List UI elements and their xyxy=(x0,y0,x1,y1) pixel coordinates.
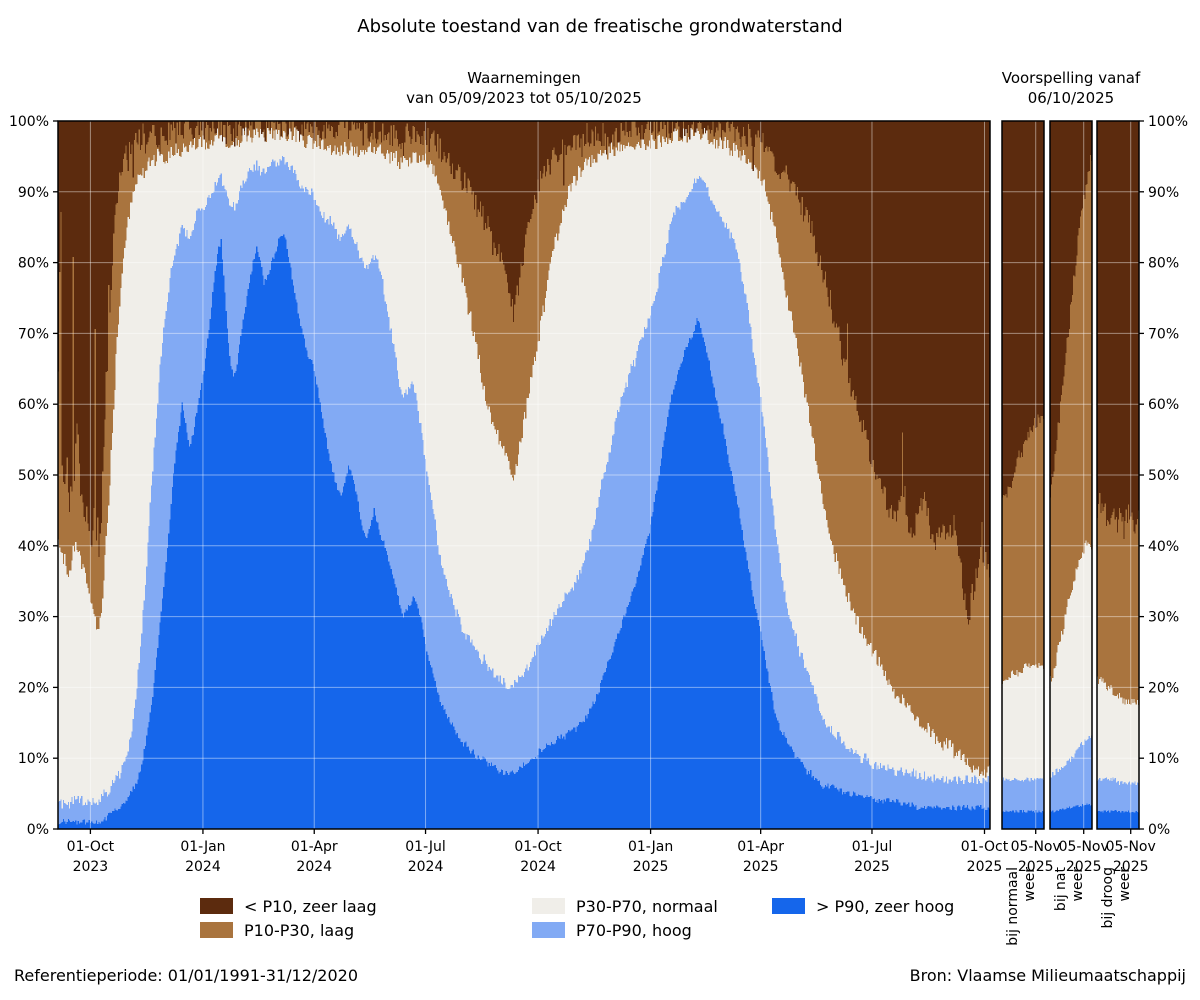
forecast-subtitle: Voorspelling vanaf 06/10/2025 xyxy=(1001,69,1141,107)
area-zeer-hoog xyxy=(1002,809,1044,829)
area-laag xyxy=(1097,492,1139,705)
x-tick-label-year: 2025 xyxy=(1066,859,1102,875)
legend-swatch-zeer-hoog xyxy=(772,898,805,914)
x-tick-label: 05-Nov xyxy=(1059,839,1109,855)
area-hoog xyxy=(1050,735,1092,813)
legend-swatch-normaal xyxy=(532,898,565,914)
x-tick-label-year: 2025 xyxy=(633,859,669,875)
panel-frame xyxy=(1001,120,1045,830)
area-normaal xyxy=(1097,676,1139,785)
y-tick-label-left: 90% xyxy=(18,185,49,201)
x-tick-label-year: 2025 xyxy=(854,859,890,875)
x-tick-label: 05-Nov xyxy=(1106,839,1156,855)
area-laag xyxy=(1050,155,1092,682)
x-tick-label-year: 2025 xyxy=(967,859,1003,875)
y-tick-label-left: 30% xyxy=(18,610,49,626)
y-tick-label-right: 30% xyxy=(1148,610,1179,626)
y-tick-label-right: 0% xyxy=(1148,822,1170,838)
y-tick-label-right: 100% xyxy=(1148,114,1188,130)
y-tick-label-left: 50% xyxy=(18,468,49,484)
legend-label-normaal: P30-P70, normaal xyxy=(576,896,718,916)
x-tick-label: 01-Jan xyxy=(628,839,673,855)
y-tick-label-right: 90% xyxy=(1148,185,1179,201)
area-zeer-laag xyxy=(1002,121,1044,498)
legend-swatch-laag xyxy=(200,922,233,938)
y-tick-label-left: 10% xyxy=(18,751,49,767)
legend-swatch-hoog xyxy=(532,922,565,938)
area-hoog xyxy=(58,155,990,825)
panel-label-normaal-weer: bij normaal weer xyxy=(1005,867,1038,946)
x-tick-label-year: 2024 xyxy=(296,859,332,875)
legend-item-zeer-laag: < P10, zeer laag xyxy=(200,896,377,916)
x-tick-label-year: 2025 xyxy=(743,859,779,875)
chart-title: Absolute toestand van de freatische gron… xyxy=(357,16,843,37)
y-tick-label-left: 20% xyxy=(18,680,49,696)
area-zeer-hoog xyxy=(1050,803,1092,829)
x-tick-label-year: 2023 xyxy=(73,859,109,875)
legend-label-zeer-hoog: > P90, zeer hoog xyxy=(816,896,955,916)
area-zeer-hoog xyxy=(58,234,990,830)
legend-item-laag: P10-P30, laag xyxy=(200,920,355,940)
legend-label-laag: P10-P30, laag xyxy=(244,920,355,940)
y-tick-label-left: 70% xyxy=(18,326,49,342)
area-zeer-laag xyxy=(1050,121,1092,498)
y-tick-label-left: 60% xyxy=(18,397,49,413)
panel-label-droog-weer: bij droog weer xyxy=(1100,867,1133,929)
x-tick-label-year: 2025 xyxy=(1018,859,1054,875)
x-tick-label: 01-Apr xyxy=(737,839,784,855)
y-tick-label-left: 40% xyxy=(18,539,49,555)
x-tick-label: 01-Oct xyxy=(961,839,1009,855)
x-tick-label: 01-Jan xyxy=(180,839,225,855)
panel-label-nat-weer: bij nat weer xyxy=(1053,867,1086,912)
x-tick-label-year: 2025 xyxy=(1113,859,1149,875)
area-hoog xyxy=(1097,777,1139,813)
area-laag xyxy=(1002,414,1044,684)
x-tick-label: 01-Oct xyxy=(514,839,562,855)
legend-label-hoog: P70-P90, hoog xyxy=(576,920,692,940)
x-tick-label-year: 2024 xyxy=(185,859,221,875)
x-tick-label-year: 2024 xyxy=(408,859,444,875)
area-hoog xyxy=(1002,777,1044,813)
source-note: Bron: Vlaamse Milieumaatschappij xyxy=(909,966,1186,985)
x-tick-label-year: 2024 xyxy=(520,859,556,875)
y-tick-label-right: 40% xyxy=(1148,539,1179,555)
area-normaal xyxy=(58,127,990,809)
reference-period-note: Referentieperiode: 01/01/1991-31/12/2020 xyxy=(14,966,358,985)
area-normaal xyxy=(1050,540,1092,778)
legend-item-zeer-hoog: > P90, zeer hoog xyxy=(772,896,955,916)
y-tick-label-right: 80% xyxy=(1148,256,1179,272)
x-tick-label: 01-Jul xyxy=(405,839,446,855)
observations-subtitle: Waarnemingen van 05/09/2023 tot 05/10/20… xyxy=(406,69,642,107)
y-tick-label-right: 70% xyxy=(1148,326,1179,342)
x-tick-label: 01-Oct xyxy=(67,839,115,855)
area-zeer-laag xyxy=(58,121,990,625)
legend-label-zeer-laag: < P10, zeer laag xyxy=(244,896,377,916)
area-zeer-laag xyxy=(1097,121,1139,540)
panel-frame xyxy=(1049,120,1093,830)
y-tick-label-right: 20% xyxy=(1148,680,1179,696)
legend-item-normaal: P30-P70, normaal xyxy=(532,896,718,916)
y-tick-label-right: 60% xyxy=(1148,397,1179,413)
area-normaal xyxy=(1002,662,1044,782)
y-tick-label-left: 0% xyxy=(27,822,49,838)
y-tick-label-right: 50% xyxy=(1148,468,1179,484)
legend-swatch-zeer-laag xyxy=(200,898,233,914)
y-tick-label-right: 10% xyxy=(1148,751,1179,767)
x-tick-label: 01-Jul xyxy=(852,839,893,855)
y-tick-label-left: 80% xyxy=(18,256,49,272)
area-zeer-hoog xyxy=(1097,810,1139,829)
x-tick-label: 01-Apr xyxy=(291,839,338,855)
y-tick-label-left: 100% xyxy=(9,114,49,130)
legend-item-hoog: P70-P90, hoog xyxy=(532,920,692,940)
x-tick-label: 05-Nov xyxy=(1011,839,1061,855)
